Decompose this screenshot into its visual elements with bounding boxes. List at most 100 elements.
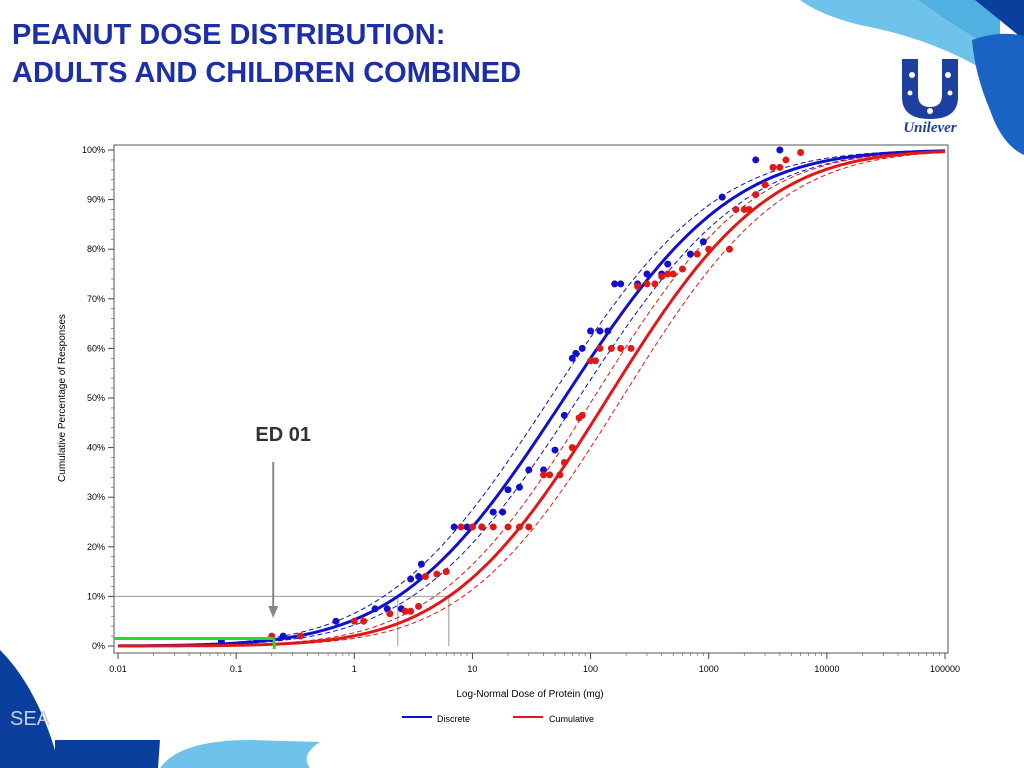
data-point bbox=[279, 632, 287, 640]
data-point bbox=[442, 568, 450, 576]
data-point bbox=[525, 466, 533, 474]
data-point bbox=[611, 280, 619, 288]
data-point bbox=[604, 327, 612, 335]
data-point bbox=[651, 280, 659, 288]
confidence-band-upper bbox=[118, 150, 946, 647]
data-point bbox=[658, 272, 666, 280]
fitted-curves bbox=[117, 149, 946, 648]
data-point bbox=[627, 344, 635, 352]
slide-title-line2: ADULTS AND CHILDREN COMBINED bbox=[12, 57, 522, 89]
data-point bbox=[607, 344, 615, 352]
data-point bbox=[551, 446, 559, 454]
data-point bbox=[664, 270, 672, 278]
data-point bbox=[752, 191, 760, 199]
data-point bbox=[769, 163, 777, 171]
data-point bbox=[643, 270, 651, 278]
confidence-band-upper bbox=[118, 150, 945, 647]
data-point bbox=[463, 523, 471, 531]
data-point bbox=[515, 483, 523, 491]
deco-bottom-light-wave bbox=[160, 740, 320, 768]
data-point bbox=[515, 523, 523, 531]
data-point bbox=[776, 163, 784, 171]
data-point bbox=[371, 605, 379, 613]
fitted-curve bbox=[118, 150, 946, 648]
data-point bbox=[560, 458, 568, 466]
data-point bbox=[407, 575, 415, 583]
x-axis-label: Log-Normal Dose of Protein (mg) bbox=[456, 689, 603, 700]
y-tick-label: 80% bbox=[87, 244, 105, 254]
data-point bbox=[478, 523, 486, 531]
deco-mid-blue-tab bbox=[972, 33, 1024, 155]
data-point bbox=[693, 250, 701, 258]
legend-label-cumulative: Cumulative bbox=[549, 714, 594, 724]
data-point bbox=[732, 206, 740, 214]
data-point bbox=[401, 607, 409, 615]
data-point bbox=[761, 181, 769, 189]
ed01-arrow-head bbox=[268, 606, 279, 618]
data-point bbox=[634, 282, 642, 290]
data-point bbox=[499, 508, 507, 516]
data-point bbox=[546, 471, 554, 479]
data-point bbox=[740, 206, 748, 214]
reference-lines bbox=[114, 595, 450, 646]
data-point bbox=[686, 250, 694, 258]
data-point bbox=[296, 632, 304, 640]
y-tick-label: 40% bbox=[87, 443, 105, 453]
y-tick-label: 90% bbox=[87, 195, 105, 205]
data-points bbox=[217, 146, 805, 645]
y-tick-label: 30% bbox=[87, 492, 105, 502]
data-point bbox=[643, 280, 651, 288]
x-tick-label: 0.01 bbox=[109, 664, 127, 674]
data-point bbox=[782, 156, 790, 164]
data-point bbox=[350, 617, 358, 625]
data-point bbox=[457, 523, 465, 531]
chart-legend: Discrete Cumulative bbox=[402, 714, 594, 724]
y-tick-label: 100% bbox=[82, 145, 105, 155]
data-point bbox=[556, 471, 564, 479]
data-point bbox=[540, 471, 548, 479]
data-point bbox=[489, 508, 497, 516]
x-axis-ticks: 0.01 0.1 1 10 100 1000 10000 100000 bbox=[109, 653, 960, 674]
deco-dark-blue-corner bbox=[975, 0, 1024, 40]
data-point bbox=[718, 193, 726, 201]
deco-bottom-dark-tab bbox=[55, 740, 160, 768]
data-point bbox=[664, 260, 672, 268]
footer-text: SEA bbox=[10, 708, 51, 730]
ed01-label: ED 01 bbox=[255, 424, 311, 446]
y-tick-label: 50% bbox=[87, 393, 105, 403]
fitted-curve bbox=[117, 149, 946, 648]
data-point bbox=[745, 206, 753, 214]
data-point bbox=[332, 617, 340, 625]
x-tick-label: 100 bbox=[583, 664, 598, 674]
data-point bbox=[560, 411, 568, 419]
logo-wordmark: Unilever bbox=[903, 120, 956, 135]
data-point bbox=[489, 523, 497, 531]
y-tick-label: 0% bbox=[92, 641, 105, 651]
x-tick-label: 1000 bbox=[699, 664, 719, 674]
data-point bbox=[504, 523, 512, 531]
slide-title: PEANUT DOSE DISTRIBUTION: ADULTS AND CHI… bbox=[12, 16, 521, 92]
confidence-band-lower bbox=[118, 150, 946, 647]
data-point bbox=[587, 327, 595, 335]
slide-title-line1: PEANUT DOSE DISTRIBUTION: bbox=[12, 19, 446, 51]
data-point bbox=[776, 146, 784, 154]
data-point bbox=[578, 411, 586, 419]
data-point bbox=[450, 523, 458, 531]
data-point bbox=[415, 602, 423, 610]
data-point bbox=[504, 486, 512, 494]
data-point bbox=[591, 357, 599, 365]
y-axis-label: Cumulative Percentage of Responses bbox=[57, 314, 68, 482]
logo-u-mark bbox=[902, 59, 958, 119]
data-point bbox=[752, 156, 760, 164]
data-point bbox=[705, 245, 713, 253]
data-point bbox=[468, 523, 476, 531]
data-point bbox=[568, 444, 576, 452]
data-point bbox=[578, 344, 586, 352]
data-point bbox=[386, 610, 394, 618]
y-tick-label: 70% bbox=[87, 294, 105, 304]
data-point bbox=[596, 344, 604, 352]
x-tick-label: 10 bbox=[467, 664, 477, 674]
data-point bbox=[596, 327, 604, 335]
